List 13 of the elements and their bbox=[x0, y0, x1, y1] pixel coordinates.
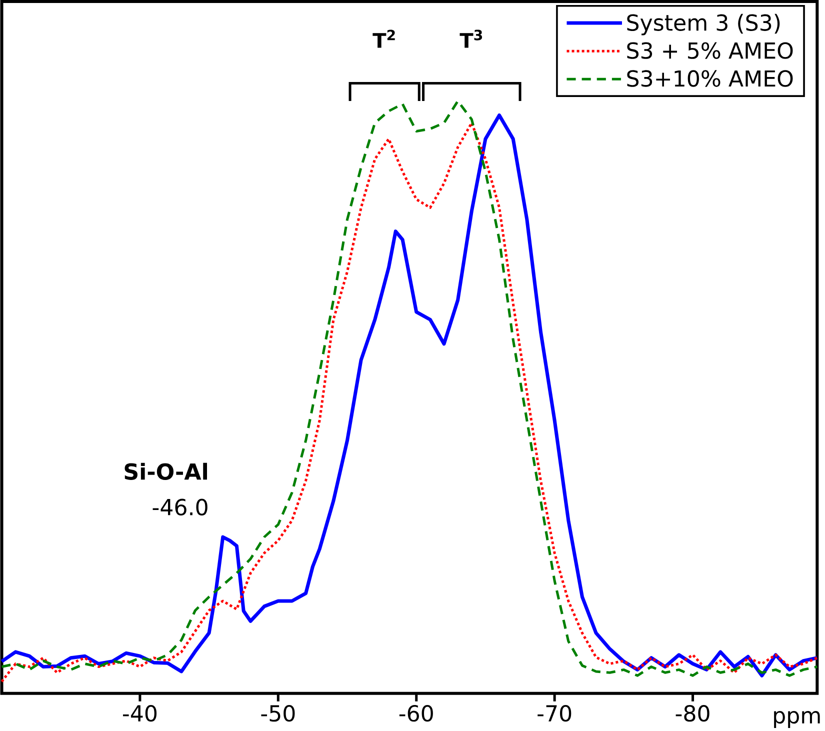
x-tick-label: -60 bbox=[399, 704, 433, 722]
legend-label: S3+10% AMEO bbox=[627, 70, 793, 87]
text: T$^{3}$ bbox=[460, 30, 482, 48]
x-tick-label: -70 bbox=[538, 704, 572, 722]
x-tick-label: -50 bbox=[261, 704, 295, 722]
legend-label: S3 + 5% AMEO bbox=[627, 42, 793, 59]
annotation: -46.0 bbox=[152, 498, 208, 516]
text: T$^{2}$ bbox=[372, 30, 395, 48]
legend-label: System 3 (S3) bbox=[627, 14, 780, 36]
x-axis-title: ppm bbox=[774, 710, 820, 728]
x-tick-label: -80 bbox=[676, 704, 710, 722]
annotation: Si-O-Al bbox=[124, 462, 207, 480]
x-tick-label: -40 bbox=[123, 704, 157, 722]
